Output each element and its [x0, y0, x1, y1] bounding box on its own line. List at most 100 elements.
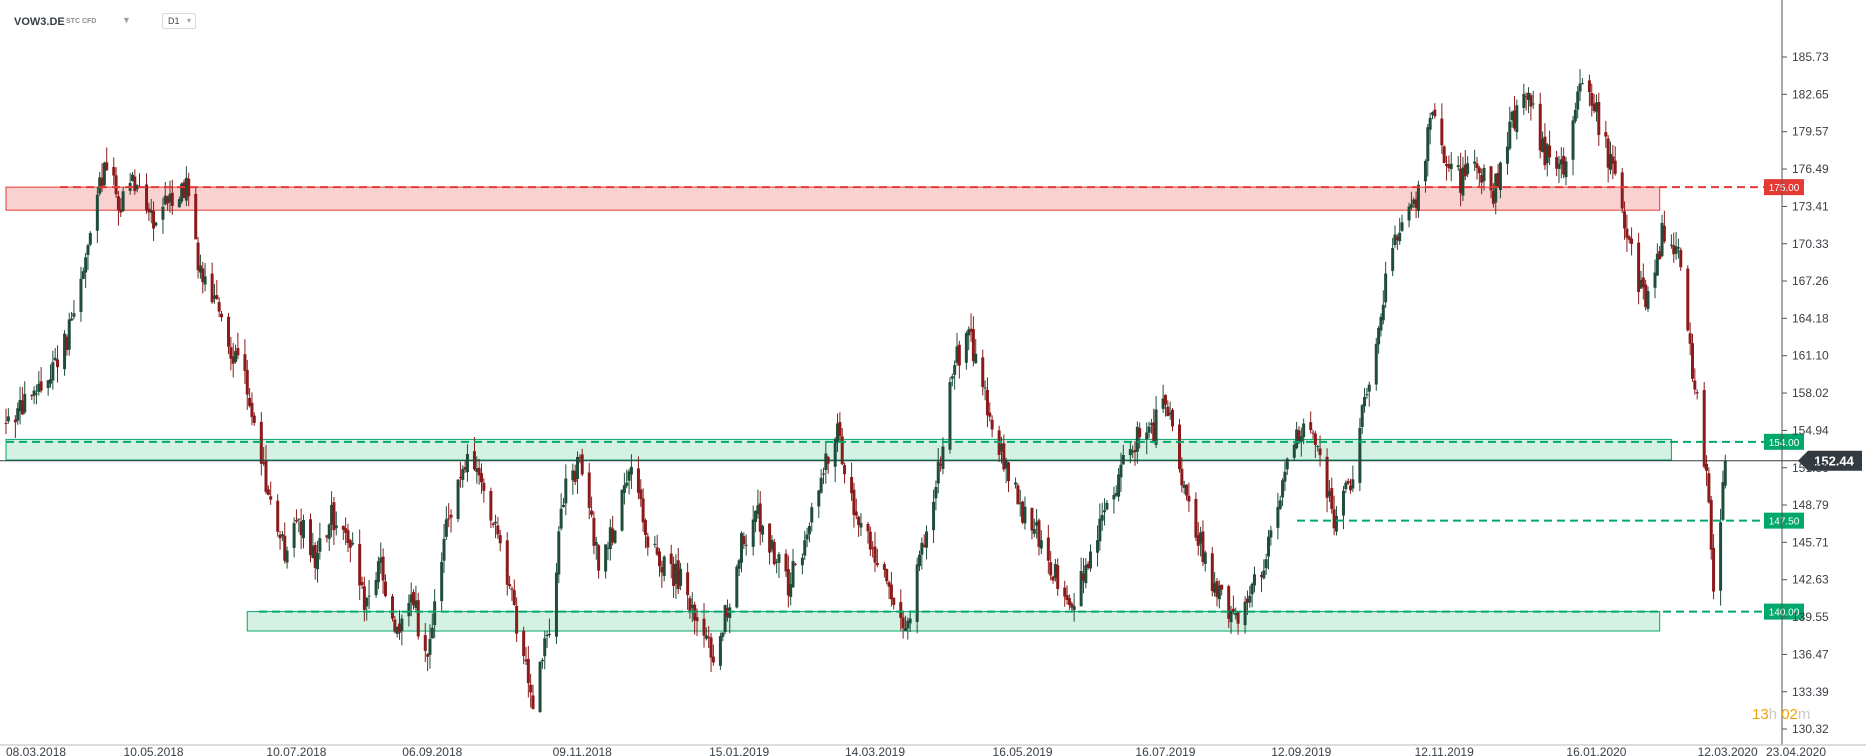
- candle-body: [1114, 493, 1118, 496]
- candle-body: [252, 415, 256, 423]
- candle-body: [4, 423, 8, 425]
- candle-body: [313, 545, 317, 568]
- candle-body: [496, 525, 500, 535]
- candle-79: [264, 445, 268, 495]
- candle-body: [1281, 480, 1285, 498]
- candle-body: [1400, 222, 1404, 231]
- candle-body: [1541, 138, 1545, 153]
- candle-14: [51, 350, 55, 390]
- candle-body: [1515, 105, 1519, 133]
- candle-body: [311, 545, 315, 558]
- candle-body: [46, 380, 50, 389]
- candle-body: [524, 659, 528, 662]
- candle-246: [810, 502, 814, 532]
- candle-body: [316, 552, 320, 570]
- candle-185: [611, 515, 615, 546]
- candle-497: [1637, 232, 1641, 305]
- candle-274: [903, 615, 907, 632]
- level-badge-label: 140.00: [1769, 608, 1800, 619]
- candle-body: [458, 477, 462, 479]
- candle-body: [376, 561, 380, 583]
- candle-body: [967, 329, 971, 336]
- candle-body: [212, 295, 216, 299]
- candle-body: [1259, 575, 1263, 577]
- candle-135: [447, 503, 451, 528]
- candle-435: [1430, 111, 1434, 120]
- instrument-tag-cfd: CFD: [82, 18, 97, 25]
- candle-body: [1655, 253, 1659, 276]
- candle-body: [1690, 343, 1694, 379]
- candle-body: [330, 504, 334, 525]
- candle-body: [735, 566, 739, 608]
- symbol-dropdown-icon[interactable]: ▼: [122, 15, 131, 25]
- candle-47: [161, 197, 165, 234]
- candle-body: [777, 554, 781, 563]
- candle-body: [358, 543, 362, 586]
- level-badge-label: 147.50: [1769, 517, 1800, 528]
- candle-body: [953, 365, 957, 375]
- candle-63: [212, 283, 216, 304]
- candle-460: [1512, 95, 1516, 131]
- candle-body: [1508, 121, 1512, 149]
- candle-326: [1072, 593, 1076, 622]
- candle-502: [1653, 259, 1657, 299]
- candle-body: [786, 569, 790, 596]
- candle-515: [1693, 368, 1697, 395]
- candle-body: [250, 402, 254, 417]
- candle-body: [463, 467, 467, 470]
- candle-body: [690, 604, 694, 609]
- candle-470: [1545, 142, 1549, 177]
- zone-support-2: [246, 611, 1661, 632]
- candle-body: [130, 174, 134, 182]
- candle-256: [843, 462, 847, 484]
- candle-491: [1613, 146, 1617, 176]
- candle-body: [1344, 482, 1348, 490]
- candle-body: [1105, 502, 1109, 510]
- candle-254: [838, 412, 842, 442]
- candle-339: [1117, 468, 1121, 502]
- candle-body: [135, 185, 139, 190]
- candle-173: [573, 464, 577, 486]
- candle-279: [920, 537, 924, 570]
- candle-239: [789, 572, 793, 606]
- candle-170: [561, 497, 565, 508]
- candle-474: [1559, 147, 1563, 179]
- candle-body: [1292, 444, 1296, 458]
- candle-82: [276, 494, 280, 537]
- candle-20: [70, 312, 74, 321]
- candle-body: [594, 541, 598, 546]
- candle-466: [1531, 90, 1535, 109]
- candle-body: [498, 535, 502, 544]
- candle-body: [227, 316, 231, 347]
- candle-body: [948, 382, 952, 450]
- candle-body: [280, 534, 284, 537]
- candle-146: [482, 478, 486, 503]
- candle-body: [203, 276, 207, 285]
- y-tick-label: 179.57: [1792, 125, 1829, 139]
- candle-body: [414, 600, 418, 608]
- candle-25: [86, 243, 90, 270]
- candle-362: [1194, 492, 1198, 542]
- candle-205: [676, 547, 680, 595]
- candle-body: [906, 620, 910, 629]
- candle-body: [901, 617, 905, 629]
- candle-body: [34, 393, 38, 395]
- timeframe-select[interactable]: D1 ▾: [162, 13, 196, 29]
- candle-475: [1562, 147, 1566, 179]
- candle-body: [102, 162, 106, 186]
- candle-body: [1379, 317, 1383, 331]
- candle-body: [772, 542, 776, 565]
- candle-body: [416, 600, 420, 637]
- candle-198: [655, 534, 659, 557]
- candle-body: [1712, 547, 1716, 592]
- candle-body: [1243, 601, 1247, 626]
- candle-237: [784, 549, 788, 577]
- candle-body: [18, 399, 22, 412]
- candle-151: [498, 529, 502, 552]
- candle-body: [346, 530, 350, 543]
- candle-body: [1466, 163, 1470, 175]
- candle-396: [1302, 418, 1306, 445]
- candle-134: [444, 506, 448, 540]
